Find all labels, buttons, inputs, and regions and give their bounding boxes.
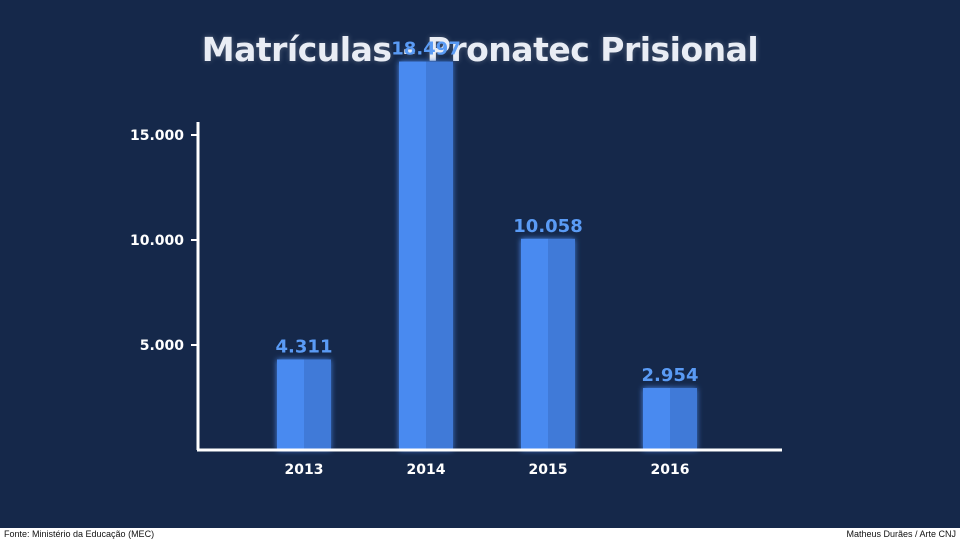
x-tick-label: 2016 (651, 462, 690, 478)
bar-right-half (548, 238, 575, 450)
bar-2015 (521, 238, 575, 450)
bar-2013 (277, 359, 331, 450)
bar-2014 (399, 61, 453, 451)
x-tick-label: 2014 (407, 462, 446, 478)
value-label: 10.058 (513, 216, 582, 237)
credit-note: Matheus Durães / Arte CNJ (846, 529, 956, 539)
bar-left-half (399, 61, 426, 451)
chart-panel (0, 0, 960, 528)
bar-chart: 4.311 2013 18.497 2014 10.058 2015 2.954 2016 5.… (130, 39, 782, 478)
bar-right-half (304, 359, 331, 450)
bar-left-half (521, 238, 548, 450)
x-tick-label: 2015 (529, 462, 568, 478)
y-tick-label: 5.000 (140, 338, 185, 354)
chart-title: Matrículas - Pronatec Prisional (201, 30, 759, 69)
value-label: 4.311 (276, 336, 333, 357)
y-tick-label: 15.000 (130, 128, 184, 144)
bar-left-half (643, 387, 670, 450)
source-note: Fonte: Ministério da Educação (MEC) (4, 529, 155, 539)
y-tick-label: 10.000 (130, 233, 184, 249)
bar-2016 (643, 387, 697, 450)
bar-right-half (426, 61, 453, 451)
value-label: 2.954 (642, 365, 699, 386)
footer: Fonte: Ministério da Educação (MEC) Math… (0, 528, 960, 540)
bar-right-half (670, 387, 697, 450)
x-tick-label: 2013 (285, 462, 324, 478)
bar-left-half (277, 359, 304, 450)
value-label: 18.497 (391, 39, 460, 60)
